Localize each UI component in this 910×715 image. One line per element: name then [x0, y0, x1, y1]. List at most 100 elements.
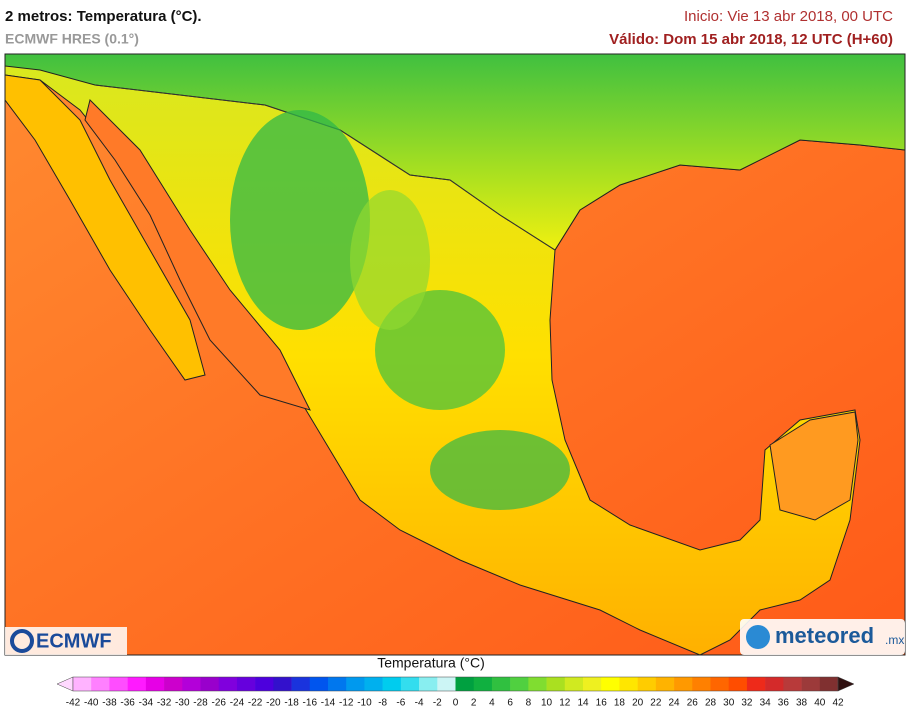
colorbar-segment [145, 677, 165, 691]
colorbar-segment [236, 677, 256, 691]
colorbar-tick-label: -30 [175, 698, 190, 709]
colorbar-under [56, 676, 74, 692]
colorbar-segment [328, 677, 347, 691]
colorbar-frame [72, 676, 839, 692]
colorbar-tick-label: -38 [102, 698, 117, 709]
colorbar-label: Temperatura (°C) [377, 655, 485, 671]
colorbar-tick-label: 10 [541, 698, 553, 709]
title: 2 metros: Temperatura (°C). [5, 8, 202, 25]
colorbar-segment [783, 677, 802, 691]
colorbar-segment [91, 677, 110, 691]
colorbar-tick-label: 40 [814, 698, 826, 709]
logo-icon [746, 625, 770, 649]
colorbar-segment [309, 677, 329, 691]
colorbar-segment [400, 677, 420, 691]
map [5, 54, 905, 655]
colorbar-segment [164, 677, 183, 691]
colorbar-tick-label: -28 [193, 698, 208, 709]
colorbar-segment [73, 677, 92, 691]
colorbar-segment [255, 677, 274, 691]
colorbar-tick-label: 4 [489, 698, 495, 709]
colorbar-segment [546, 677, 566, 691]
colorbar-tick-label: 8 [526, 698, 532, 709]
colorbar-tick-label: 34 [760, 698, 772, 709]
highland [430, 430, 570, 510]
gulf-of-california [84, 99, 311, 411]
colorbar-tick-label: 38 [796, 698, 808, 709]
logo-text: ECMWF [36, 630, 112, 652]
highland [350, 190, 430, 330]
subtitle: ECMWF HRES (0.1°) [5, 31, 139, 47]
colorbar-tick-label: 12 [559, 698, 571, 709]
colorbar-tick-label: 42 [832, 698, 844, 709]
colorbar-tick-label: -36 [120, 698, 135, 709]
valid-time: Válido: Dom 15 abr 2018, 12 UTC (H+60) [609, 31, 893, 48]
colorbar-segment [765, 677, 784, 691]
colorbar-tick-label: 2 [471, 698, 477, 709]
colorbar-segment [583, 677, 602, 691]
logo-icon [10, 629, 34, 653]
colorbar-segment [364, 677, 383, 691]
colorbar-segment [655, 677, 675, 691]
colorbar-tick-label: -10 [357, 698, 372, 709]
colorbar-tick-label: 0 [453, 698, 459, 709]
colorbar-tick-label: 30 [723, 698, 735, 709]
colorbar-segment [291, 677, 311, 691]
colorbar-tick-label: -4 [415, 698, 424, 709]
border [94, 84, 556, 251]
highland [230, 110, 370, 330]
colorbar-segment [528, 677, 547, 691]
colorbar-tick-label: -24 [230, 698, 245, 709]
colorbar-segment [455, 677, 475, 691]
colorbar-tick-label: 20 [632, 698, 644, 709]
map-frame [4, 53, 906, 656]
colorbar-segment [109, 677, 128, 691]
init-time: Inicio: Vie 13 abr 2018, 00 UTC [684, 8, 893, 25]
colorbar-segment [182, 677, 201, 691]
colorbar-over [837, 676, 855, 692]
colorbar-tick-label: -42 [66, 698, 81, 709]
colorbar-segment [218, 677, 238, 691]
colorbar-tick-label: 24 [669, 698, 681, 709]
colorbar-segment [819, 677, 839, 691]
colorbar-tick-label: -14 [321, 698, 336, 709]
colorbar-segment [473, 677, 493, 691]
colorbar-tick-label: 22 [650, 698, 662, 709]
colorbar-tick-label: 26 [687, 698, 699, 709]
colorbar-segment [437, 677, 456, 691]
colorbar-segment [564, 677, 584, 691]
colorbar-segment [692, 677, 711, 691]
colorbar-segment [510, 677, 529, 691]
colorbar-segment [637, 677, 657, 691]
colorbar-segment [346, 677, 365, 691]
colorbar-tick-label: -8 [378, 698, 387, 709]
colorbar-tick-label: -16 [303, 698, 318, 709]
yucatan [769, 411, 859, 521]
colorbar-segment [801, 677, 821, 691]
colorbar-segment [601, 677, 620, 691]
ecmwf-logo: ECMWF [5, 627, 127, 655]
colorbar-tick-label: -40 [84, 698, 99, 709]
colorbar-tick-label: 14 [577, 698, 589, 709]
colorbar: -42 -40 -38 -36 -34 -32 -30 -28 -26 -24 -22 -20 -18-… [56, 676, 855, 709]
colorbar-tick-label: -12 [339, 698, 354, 709]
logo-box [740, 619, 905, 655]
colorbar-tick-label: -34 [139, 698, 154, 709]
colorbar-segment [491, 677, 511, 691]
colorbar-tick-label: 6 [507, 698, 513, 709]
colorbar-segment [728, 677, 748, 691]
colorbar-tick-label: 16 [596, 698, 608, 709]
logo-text: meteored [775, 623, 874, 648]
colorbar-tick-label: -2 [433, 698, 442, 709]
meteored-logo: meteored .mx [740, 619, 905, 655]
colorbar-segment [619, 677, 638, 691]
colorbar-segment [746, 677, 766, 691]
colorbar-segment [273, 677, 292, 691]
colorbar-tick-label: 36 [778, 698, 790, 709]
baja-california [5, 74, 206, 381]
colorbar-tick-label: 18 [614, 698, 626, 709]
colorbar-segment [382, 677, 402, 691]
colorbar-tick-label: -32 [157, 698, 172, 709]
